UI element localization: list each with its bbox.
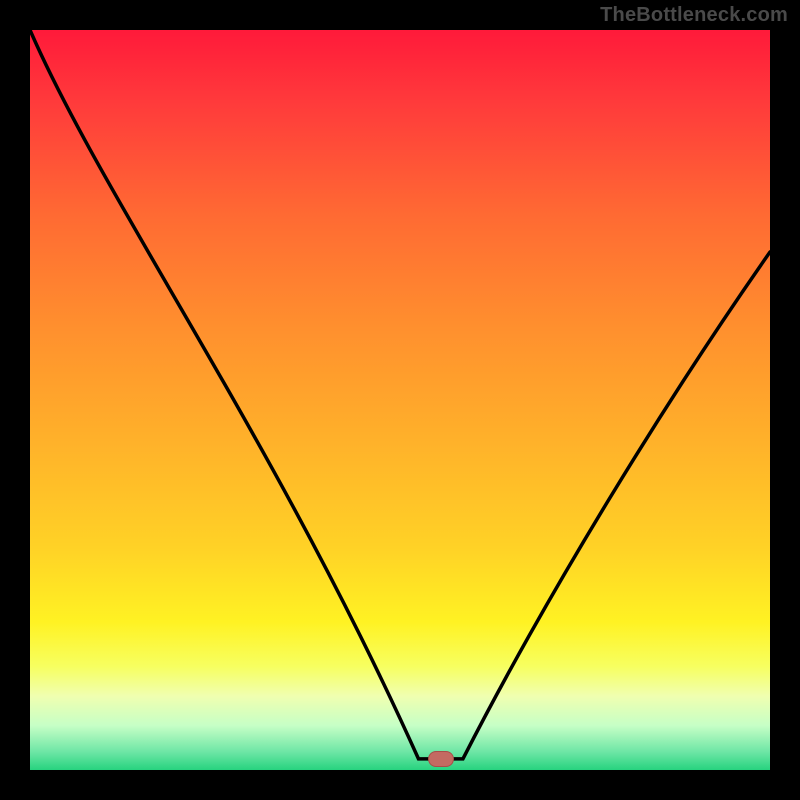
bottleneck-curve <box>30 30 770 770</box>
chart-frame: TheBottleneck.com <box>0 0 800 800</box>
plot-area <box>30 30 770 770</box>
watermark-text: TheBottleneck.com <box>600 4 788 27</box>
trough-marker <box>428 751 454 767</box>
curve-path <box>30 30 770 759</box>
